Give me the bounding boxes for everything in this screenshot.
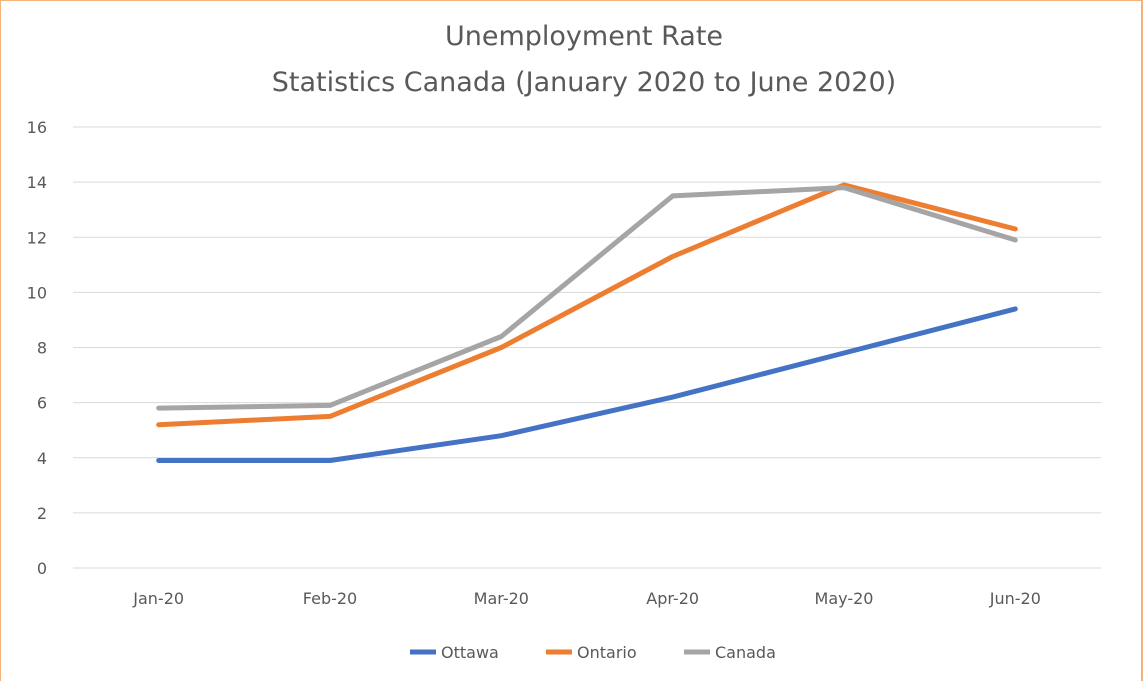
x-tick-label: Jan-20 [132, 589, 184, 608]
y-tick-label: 10 [27, 283, 47, 302]
legend-label: Ontario [577, 643, 637, 662]
y-tick-label: 0 [37, 559, 47, 578]
series-line-ottawa [156, 306, 1018, 463]
legend-item-canada: Canada [684, 643, 776, 662]
y-tick-label: 12 [27, 228, 47, 247]
y-tick-label: 14 [27, 173, 47, 192]
y-tick-label: 6 [37, 394, 47, 413]
legend-label: Ottawa [441, 643, 499, 662]
x-tick-label: May-20 [815, 589, 874, 608]
legend-label: Canada [715, 643, 776, 662]
y-tick-label: 16 [27, 118, 47, 137]
chart-title: Unemployment Rate [445, 21, 723, 52]
x-tick-label: Apr-20 [646, 589, 699, 608]
x-axis-ticks: Jan-20 Feb-20 Mar-20 Apr-20 May-20 Jun-20 [132, 589, 1041, 608]
series-line-ontario [156, 182, 1018, 428]
series-line-canada [156, 185, 1018, 411]
x-tick-label: Feb-20 [303, 589, 357, 608]
x-tick-label: Mar-20 [474, 589, 529, 608]
chart-subtitle: Statistics Canada (January 2020 to June … [272, 67, 896, 98]
legend: Ottawa Ontario Canada [410, 643, 776, 662]
y-tick-label: 8 [37, 339, 47, 358]
y-axis-ticks: 0 2 4 6 8 10 12 14 16 [27, 118, 47, 578]
y-tick-label: 4 [37, 449, 47, 468]
gridlines [73, 126, 1101, 569]
x-tick-label: Jun-20 [989, 589, 1041, 608]
legend-item-ontario: Ontario [546, 643, 637, 662]
series-lines [156, 182, 1018, 463]
y-tick-label: 2 [37, 504, 47, 523]
legend-item-ottawa: Ottawa [410, 643, 499, 662]
